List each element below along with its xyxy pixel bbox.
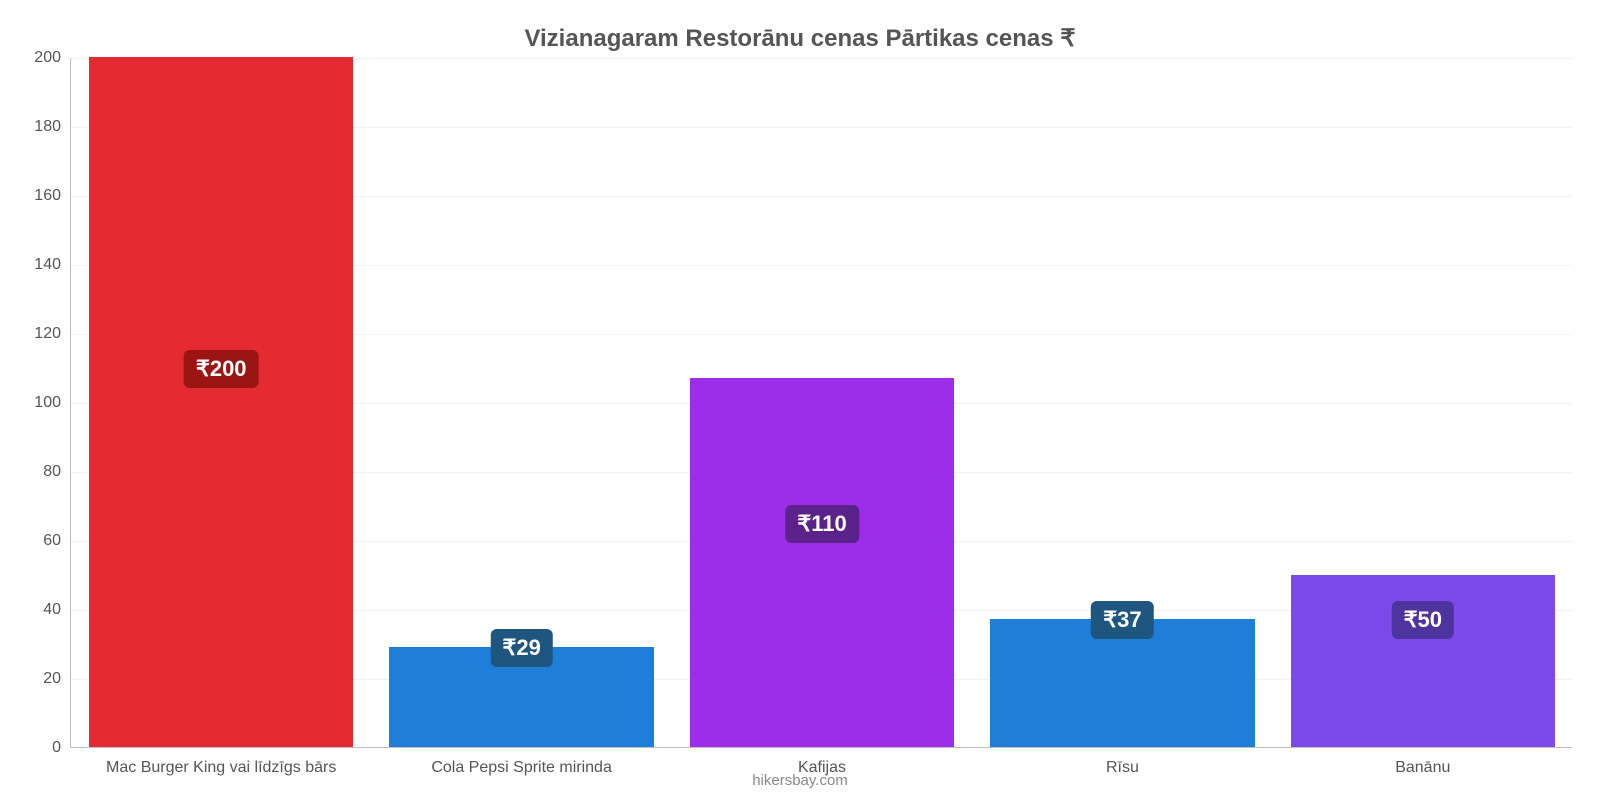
y-tick-label: 180 [34,118,71,136]
y-tick-label: 120 [34,325,71,343]
y-tick-label: 60 [43,532,71,550]
value-label: ₹50 [1392,601,1454,639]
bars-layer [71,58,1572,747]
plot-area: 020406080100120140160180200 Mac Burger K… [70,58,1572,748]
y-tick-label: 40 [43,601,71,619]
bar[interactable] [89,57,353,747]
y-tick-label: 200 [34,49,71,67]
y-tick-label: 140 [34,256,71,274]
y-tick-label: 100 [34,394,71,412]
bar[interactable] [690,378,954,747]
value-label: ₹29 [490,629,552,667]
chart-credit: hikersbay.com [0,772,1600,789]
y-tick-label: 160 [34,187,71,205]
value-label: ₹200 [184,350,259,388]
y-tick-label: 0 [52,739,71,757]
y-tick-label: 80 [43,463,71,481]
value-label: ₹37 [1091,601,1153,639]
chart-title: Vizianagaram Restorānu cenas Pārtikas ce… [0,24,1600,53]
value-label: ₹110 [785,505,859,543]
y-tick-label: 20 [43,670,71,688]
price-chart: Vizianagaram Restorānu cenas Pārtikas ce… [0,0,1600,800]
